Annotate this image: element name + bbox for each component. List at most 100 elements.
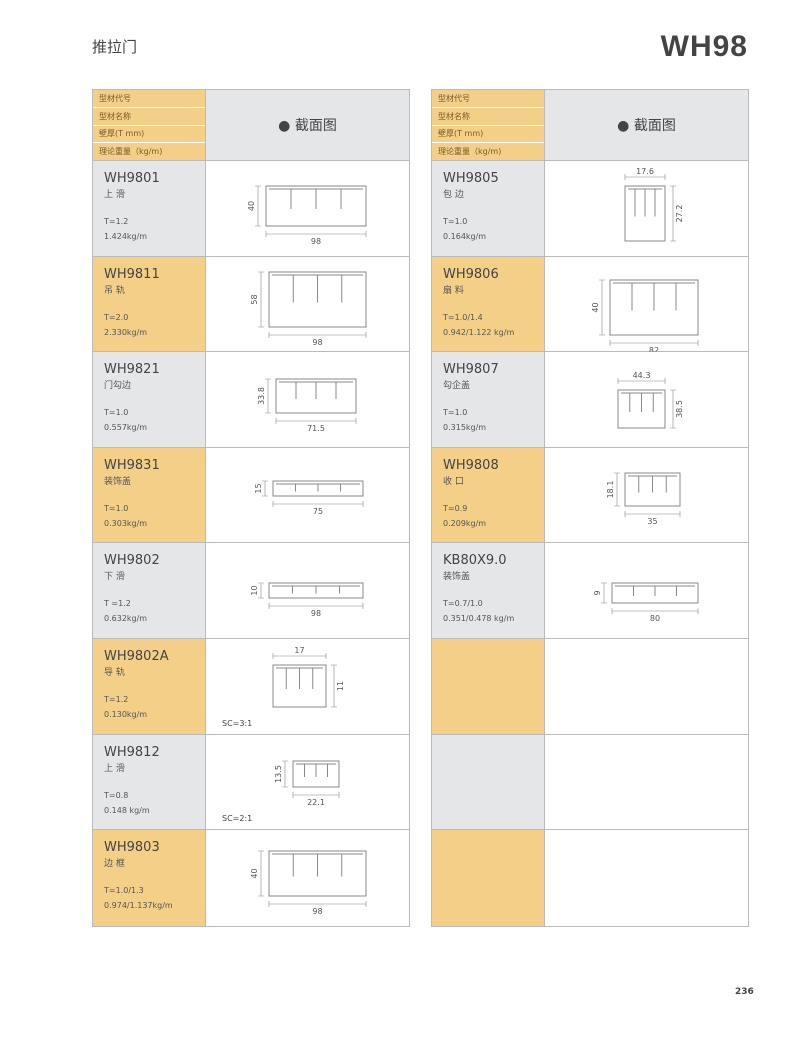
- section-drawing: 82 40: [545, 256, 748, 352]
- profile-outline: [265, 185, 367, 227]
- wall-thickness: T=2.0: [104, 312, 129, 322]
- theoretical-weight: 0.351/0.478 kg/m: [443, 614, 515, 624]
- profile-name: 门勾边: [104, 381, 132, 392]
- height-dimension: 13.5: [274, 765, 283, 783]
- profile-name: 导 轨: [104, 667, 125, 678]
- section-drawing: 98 40: [206, 830, 409, 926]
- profile-section-svg: 22.1 13.5: [274, 760, 340, 807]
- header-label: 型材代号: [93, 90, 205, 108]
- height-dimension-line: [258, 850, 264, 897]
- header-labels: 型材代号 型材名称 壁厚(T mm) 理论重量（kg/m): [432, 90, 545, 160]
- profile-code: WH9808: [443, 457, 499, 473]
- wall-thickness: T=1.0/1.3: [104, 886, 144, 896]
- profile-info: WH9802 下 滑 T =1.2 0.632kg/m: [93, 543, 206, 638]
- profile-outline: [611, 582, 699, 604]
- profile-info: [432, 638, 545, 734]
- width-dimension-line: [609, 339, 699, 346]
- profile-outline: [275, 378, 357, 414]
- wall-thickness: T=0.8: [104, 790, 129, 800]
- section-drawing: 98 10: [206, 543, 409, 638]
- profile-outline: [268, 271, 367, 328]
- width-dimension: 98: [311, 237, 321, 246]
- profile-info: WH9821 门勾边 T=1.0 0.557kg/m: [93, 352, 206, 447]
- height-dimension: 40: [591, 302, 600, 312]
- profile-section-svg: 82 40: [591, 279, 699, 352]
- height-dimension-line: [282, 760, 288, 787]
- theoretical-weight: 0.632kg/m: [104, 614, 148, 624]
- section-drawing: 98 40: [206, 161, 409, 256]
- profile-info: WH9831 装饰盖 T=1.0 0.303kg/m: [93, 447, 206, 543]
- section-drawing: [545, 734, 748, 830]
- table-row: [432, 830, 748, 926]
- table-row: WH9808 收 口 T=0.9 0.209kg/m 35 18.1: [432, 447, 748, 544]
- section-drawing: 75 15: [206, 447, 409, 543]
- header-labels: 型材代号 型材名称 壁厚(T mm) 理论重量（kg/m): [93, 90, 206, 160]
- height-dimension: 11: [336, 681, 345, 691]
- width-dimension: 17.6: [636, 167, 654, 176]
- height-dimension: 15: [254, 483, 263, 493]
- height-dimension-line: [262, 480, 268, 497]
- profile-outline: [624, 185, 666, 242]
- profile-info: WH9812 上 滑 T=0.8 0.148 kg/m: [93, 734, 206, 830]
- wall-thickness: T=1.0: [443, 217, 468, 226]
- profile-info: WH9806 扇 料 T=1.0/1.4 0.942/1.122 kg/m: [432, 256, 545, 352]
- theoretical-weight: 0.164kg/m: [443, 232, 487, 241]
- profile-name: 包 边: [443, 190, 464, 200]
- table-row: WH9807 勾企盖 T=1.0 0.315kg/m 44.3 38.5: [432, 352, 748, 448]
- theoretical-weight: 0.148 kg/m: [104, 805, 150, 815]
- scale-label: SC=2:1: [222, 814, 253, 824]
- width-dimension: 75: [313, 507, 323, 516]
- header-label: 理论重量（kg/m): [99, 147, 163, 157]
- profile-outline: [272, 664, 327, 708]
- width-dimension-line: [265, 231, 367, 237]
- profile-name: 上 滑: [104, 763, 125, 774]
- profile-section-svg: 17.6 27.2: [624, 167, 684, 242]
- profile-name: 下 滑: [104, 572, 125, 583]
- section-title: ● 截面图: [545, 90, 748, 160]
- height-dimension-line: [601, 583, 607, 604]
- table-row: WH9802 下 滑 T =1.2 0.632kg/m 98 10: [93, 543, 409, 639]
- width-dimension: 17: [294, 646, 304, 655]
- profile-section-svg: 71.5 33.8: [257, 378, 357, 433]
- wall-thickness: T=1.2: [104, 217, 129, 226]
- profile-info: KB80X9.0 装饰盖 T=0.7/1.0 0.351/0.478 kg/m: [432, 543, 545, 638]
- table-row: WH9812 上 滑 T=0.8 0.148 kg/m 22.1 13.5 SC=2…: [93, 734, 409, 831]
- header-label: 型材名称: [432, 108, 544, 126]
- width-dimension: 35: [647, 517, 657, 526]
- section-drawing: 17.6 27.2: [545, 161, 748, 256]
- width-dimension-line: [611, 608, 699, 615]
- profile-section-svg: 98 40: [250, 850, 367, 916]
- width-dimension: 44.3: [633, 371, 651, 380]
- profile-info: WH9807 勾企盖 T=1.0 0.315kg/m: [432, 352, 545, 447]
- height-dimension: 10: [250, 586, 259, 596]
- profile-code: WH9803: [104, 840, 160, 856]
- wall-thickness: T=1.2: [104, 694, 129, 704]
- table-row: [432, 734, 748, 831]
- profile-info: WH9805 包 边 T=1.0 0.164kg/m: [432, 161, 545, 256]
- table-row: WH9803 边 框 T=1.0/1.3 0.974/1.137kg/m 98 4…: [93, 830, 409, 926]
- width-dimension: 98: [312, 907, 322, 916]
- wall-thickness: T=1.0/1.4: [443, 312, 483, 322]
- width-dimension-line: [268, 901, 367, 908]
- header-label: 壁厚(T mm): [432, 126, 544, 144]
- theoretical-weight: 1.424kg/m: [104, 232, 148, 241]
- profile-section-svg: 75 15: [254, 480, 364, 516]
- profile-name: 上 滑: [104, 190, 125, 200]
- profile-code: WH9831: [104, 457, 160, 473]
- profile-info: [432, 734, 545, 830]
- profile-outline: [624, 472, 681, 507]
- wall-thickness: T=0.9: [443, 503, 468, 513]
- height-dimension: 18.1: [606, 480, 615, 498]
- section-drawing: 17 11 SC=3:1: [206, 638, 409, 734]
- profile-code: WH9802: [104, 553, 160, 569]
- height-dimension-line: [265, 378, 271, 414]
- table-row: WH9831 装饰盖 T=1.0 0.303kg/m 75 15: [93, 447, 409, 544]
- height-dimension-line: [331, 664, 337, 708]
- width-dimension: 82: [649, 346, 659, 352]
- profile-code: WH9821: [104, 362, 160, 378]
- wall-thickness: T=0.7/1.0: [443, 599, 483, 609]
- wall-thickness: T=1.0: [104, 408, 129, 418]
- theoretical-weight: 0.303kg/m: [104, 518, 148, 528]
- profile-section-svg: 98 40: [247, 185, 367, 246]
- width-dimension: 80: [650, 614, 660, 623]
